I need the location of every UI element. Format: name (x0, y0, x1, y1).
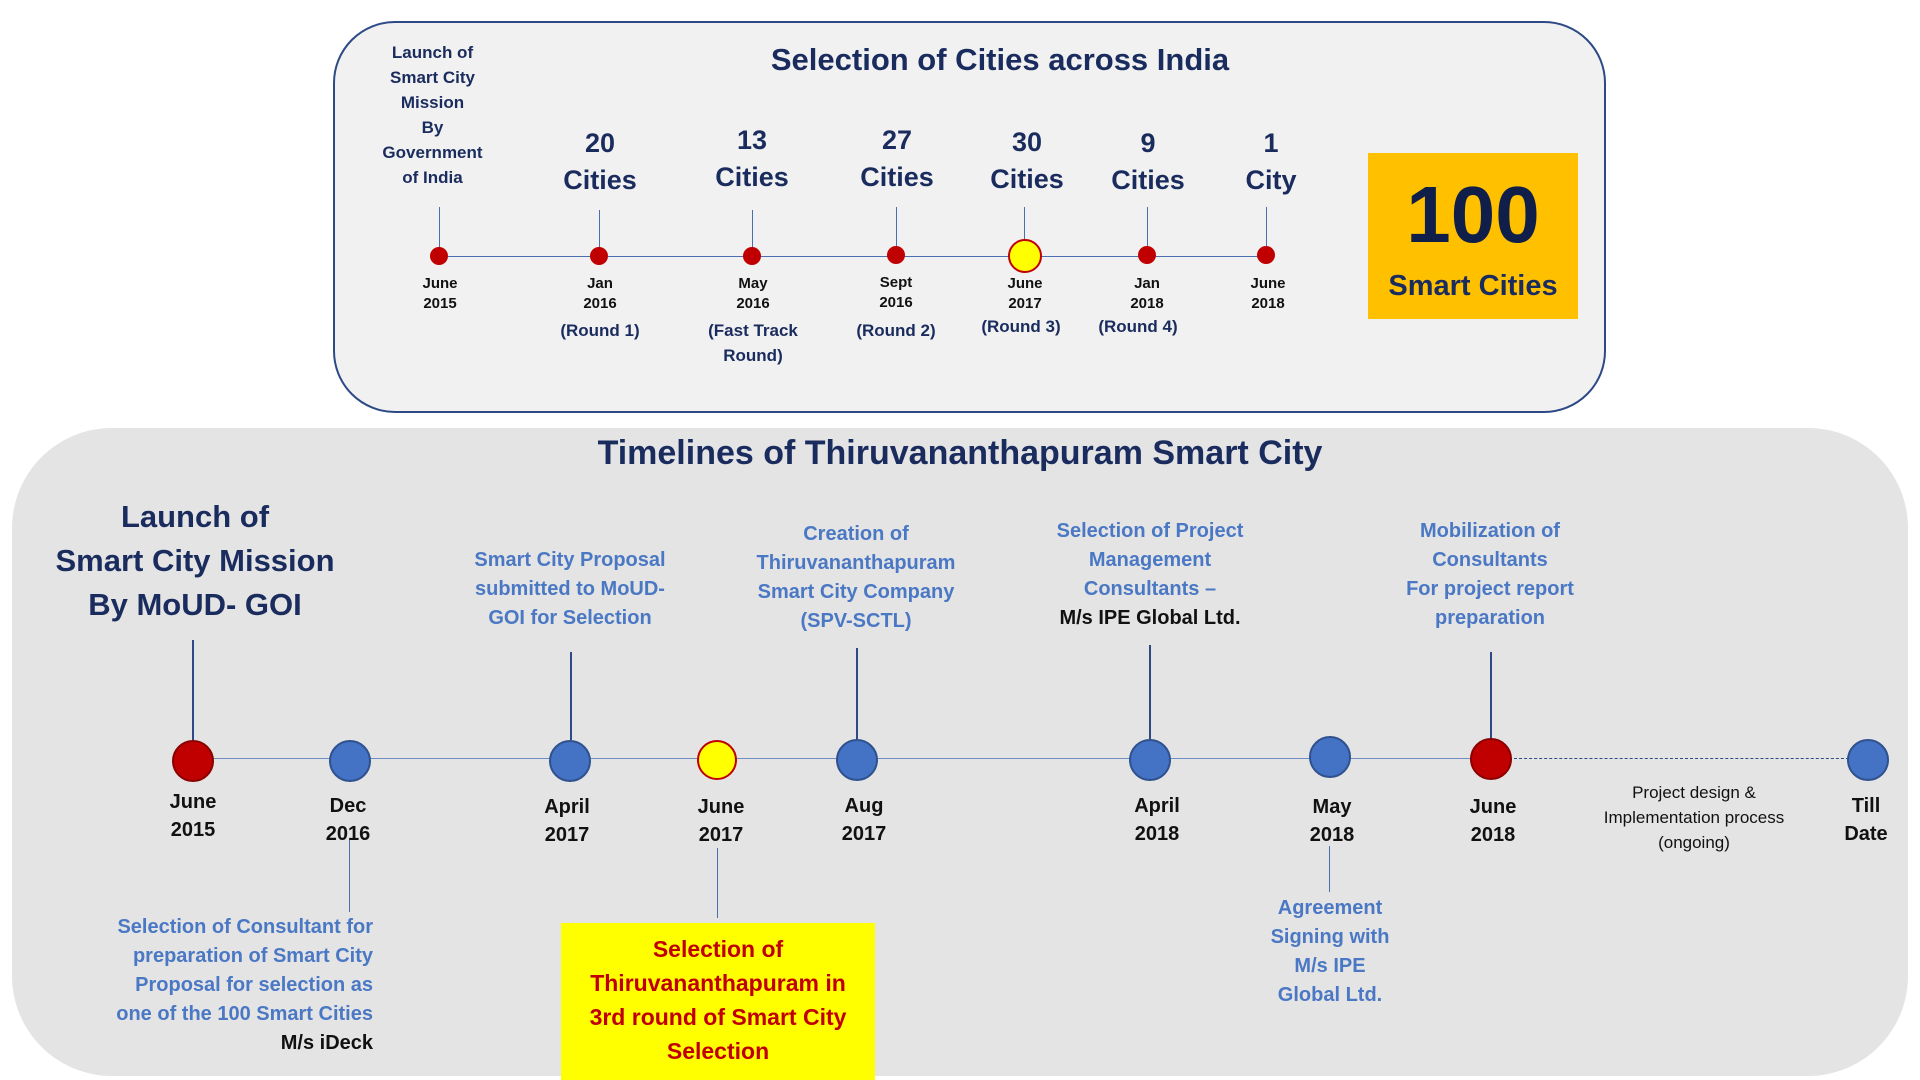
consultant-name: M/s iDeck (280, 1032, 373, 1054)
top-date: June 2017 (1007, 275, 1043, 312)
top-stem (439, 207, 440, 256)
launch-dot (172, 740, 214, 782)
stem-down (717, 848, 718, 918)
smart-cities-badge: 100 Smart Cities (1368, 153, 1578, 319)
city-count: 30 Cities (990, 127, 1064, 194)
top-milestone-dot-highlight (1008, 239, 1042, 273)
timeline-dot (1309, 736, 1351, 778)
consultant-mobilization-dot (1470, 738, 1512, 780)
top-stem (1147, 207, 1148, 256)
timeline-dot (329, 740, 371, 782)
mobilization-text: Mobilization of Consultants For project … (1406, 520, 1574, 629)
top-date: May 2016 (736, 275, 770, 312)
round-label: (Round 2) (856, 321, 936, 340)
badge-label: Smart Cities (1388, 270, 1558, 302)
stem-up (192, 640, 194, 740)
round-label: (Round 3) (981, 317, 1061, 336)
top-stem (752, 210, 753, 256)
top-milestone-dot (887, 246, 905, 264)
top-date: June 2018 (1250, 275, 1286, 312)
timeline-date: June 2018 (1469, 796, 1517, 846)
top-stem (896, 207, 897, 256)
timeline-dot (836, 739, 878, 781)
timeline-date: May 2018 (1309, 796, 1355, 846)
tvm-selection-box: Selection of Thiruvananthapuram in 3rd r… (561, 923, 875, 1080)
city-count: 9 Cities (1111, 128, 1185, 195)
city-count: 1 City (1245, 128, 1297, 195)
top-milestone-dot (430, 247, 448, 265)
timeline-dot (1129, 739, 1171, 781)
timeline-date: April 2018 (1134, 795, 1180, 845)
ongoing-process-text: Project design & Implementation process … (1603, 783, 1785, 852)
bottom-launch-text: Launch of Smart City Mission By MoUD- GO… (55, 499, 335, 622)
company-creation-text: Creation of Thiruvananthapuram Smart Cit… (756, 523, 956, 632)
top-milestone-dot (743, 247, 761, 265)
pmc-selection-text: Selection of Project Management Consulta… (1020, 517, 1280, 633)
top-milestone-dot (1138, 246, 1156, 264)
timeline-date: Aug 2017 (841, 795, 887, 845)
timeline-date: June 2017 (697, 796, 745, 846)
top-date: Jan 2018 (1130, 275, 1164, 312)
stem-up (1149, 645, 1151, 740)
stem-up (570, 652, 572, 740)
stem-down (349, 838, 350, 912)
till-date-dot (1847, 739, 1889, 781)
timeline-date: June 2015 (169, 791, 217, 841)
city-count: 13 Cities (715, 125, 789, 192)
timeline-date: Dec 2016 (325, 795, 371, 845)
top-stem (1024, 207, 1025, 240)
selection-dot-highlight (697, 740, 737, 780)
round-label: (Round 4) (1098, 317, 1178, 336)
consultant-selection-text: Selection of Consultant for preparation … (60, 913, 373, 1058)
city-count: 27 Cities (860, 125, 934, 192)
ongoing-dashed-line (1514, 758, 1854, 759)
stem-up (856, 648, 858, 740)
top-date: Sept 2016 (879, 274, 913, 311)
top-timeline-line (440, 256, 1270, 257)
thiruvananthapuram-timeline-panel (12, 428, 1908, 1076)
top-date: June 2015 (422, 275, 458, 312)
top-stem (599, 210, 600, 256)
round-label: (Round 1) (560, 321, 640, 340)
top-launch-text: Launch of Smart City Mission By Governme… (382, 43, 483, 187)
tvm-selection-text: Selection of Thiruvananthapuram in 3rd r… (589, 936, 847, 1064)
top-milestone-dot (1257, 246, 1275, 264)
timeline-date: Till Date (1844, 795, 1888, 845)
agreement-text: Agreement Signing with M/s IPE Global Lt… (1270, 897, 1390, 1006)
stem-up (1490, 652, 1492, 740)
city-selection-title: Selection of Cities across India (770, 42, 1230, 77)
top-milestone-dot (590, 247, 608, 265)
proposal-submission-text: Smart City Proposal submitted to MoUD- G… (474, 549, 666, 629)
badge-number: 100 (1406, 170, 1540, 259)
timeline-date: April 2017 (544, 796, 590, 846)
timeline-dot (549, 740, 591, 782)
stem-down (1329, 846, 1330, 892)
top-date: Jan 2016 (583, 275, 617, 312)
top-stem (1266, 207, 1267, 256)
pmc-company-name: M/s IPE Global Ltd. (1059, 607, 1241, 629)
city-count: 20 Cities (563, 128, 637, 195)
timeline-title: Timelines of Thiruvananthapuram Smart Ci… (597, 434, 1323, 472)
round-label: (Fast Track Round) (708, 321, 798, 365)
